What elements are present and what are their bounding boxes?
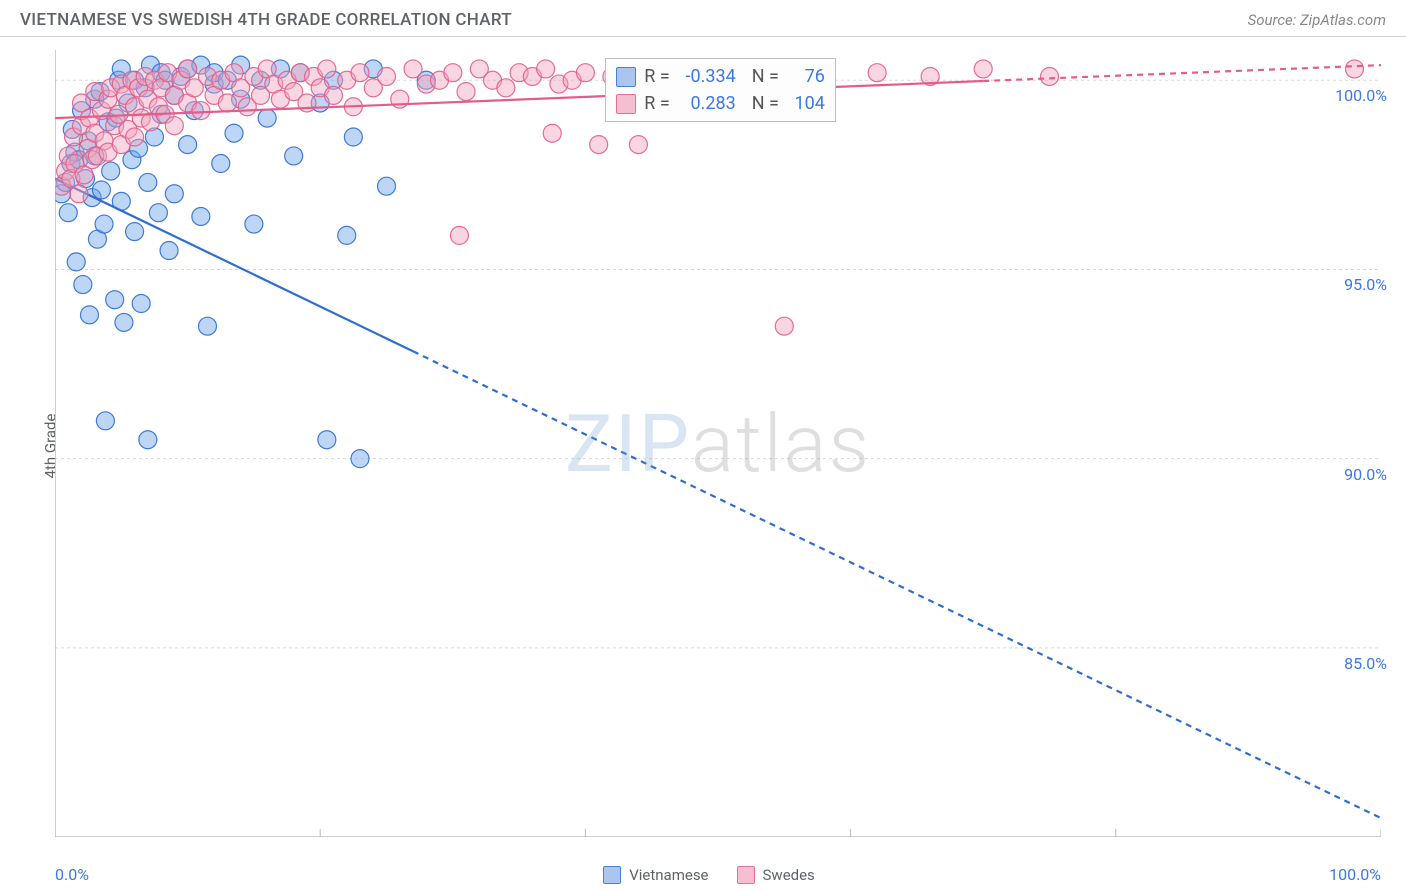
correlation-stats-box: R = -0.334 N = 76 R = 0.283 N = 104 — [605, 58, 836, 122]
y-tick-label: 95.0% — [1344, 275, 1387, 294]
legend-item-swedes: Swedes — [737, 866, 815, 884]
legend-label: Swedes — [763, 866, 815, 884]
legend-swatch-icon — [737, 866, 755, 884]
x-axis-min-label: 0.0% — [55, 865, 89, 884]
stats-r-value: -0.334 — [678, 63, 736, 90]
chart-header: VIETNAMESE VS SWEDISH 4TH GRADE CORRELAT… — [0, 0, 1406, 37]
legend: Vietnamese Swedes — [603, 866, 815, 884]
chart-source: Source: ZipAtlas.com — [1248, 11, 1386, 29]
chart-plot-area: ZIPatlas R =-0.334N =76R =0.283N =104 85… — [55, 50, 1381, 837]
stats-row-vietnamese: R = -0.334 N = 76 — [616, 63, 825, 90]
legend-item-vietnamese: Vietnamese — [603, 866, 708, 884]
stats-n-label: N = — [752, 90, 779, 117]
legend-label: Vietnamese — [629, 866, 708, 884]
stats-n-value: 104 — [787, 90, 825, 117]
y-tick-label: 85.0% — [1344, 654, 1387, 673]
stats-n-label: N = — [752, 63, 779, 90]
y-tick-label: 90.0% — [1344, 465, 1387, 484]
x-axis-max-label: 100.0% — [1329, 865, 1381, 884]
stats-r-label: R = — [644, 63, 669, 90]
stats-swatch-icon — [616, 94, 636, 114]
stats-r-label: R = — [644, 90, 669, 117]
chart-footer: 0.0% Vietnamese Swedes 100.0% — [55, 865, 1381, 884]
stats-swatch-icon — [616, 67, 636, 87]
chart-title: VIETNAMESE VS SWEDISH 4TH GRADE CORRELAT… — [20, 10, 512, 30]
scatter-plot-svg — [55, 50, 1381, 837]
stats-row-swedes: R = 0.283 N = 104 — [616, 90, 825, 117]
y-tick-label: 100.0% — [1335, 86, 1387, 105]
legend-swatch-icon — [603, 866, 621, 884]
stats-n-value: 76 — [787, 63, 825, 90]
stats-r-value: 0.283 — [678, 90, 736, 117]
